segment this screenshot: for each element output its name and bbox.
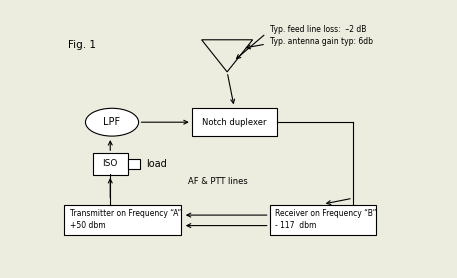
Text: Receiver on Frequency “B”
- 117  dbm: Receiver on Frequency “B” - 117 dbm: [275, 209, 376, 230]
FancyBboxPatch shape: [270, 205, 376, 235]
FancyBboxPatch shape: [192, 108, 277, 136]
FancyBboxPatch shape: [92, 153, 128, 175]
Text: Typ. antenna gain typ: 6db: Typ. antenna gain typ: 6db: [270, 38, 372, 46]
Text: Notch duplexer: Notch duplexer: [202, 118, 266, 127]
Ellipse shape: [85, 108, 138, 136]
Text: Transmitter on Frequency “A”
+50 dbm: Transmitter on Frequency “A” +50 dbm: [69, 209, 181, 230]
FancyBboxPatch shape: [128, 159, 140, 169]
Text: Fig. 1: Fig. 1: [68, 40, 96, 50]
Text: Typ. feed line loss:  –2 dB: Typ. feed line loss: –2 dB: [270, 24, 366, 34]
Text: ISO: ISO: [102, 160, 118, 168]
FancyBboxPatch shape: [64, 205, 181, 235]
Text: LPF: LPF: [103, 117, 121, 127]
Text: load: load: [146, 159, 166, 169]
Text: AF & PTT lines: AF & PTT lines: [188, 177, 248, 185]
